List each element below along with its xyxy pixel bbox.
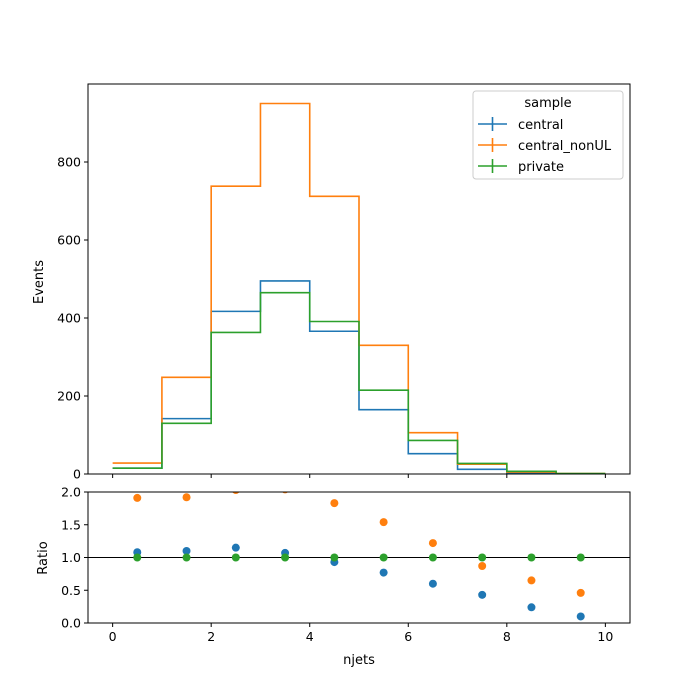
ratio-point-private	[576, 553, 585, 562]
ratio-point-private	[133, 553, 142, 562]
main-y-tick-label: 400	[57, 311, 81, 326]
main-plot-frame	[87, 83, 631, 475]
ratio-point-central-nonul	[330, 499, 339, 508]
ratio-point-central	[527, 603, 536, 612]
ratio-point-central	[576, 612, 585, 621]
ratio-y-tick-label: 0.0	[61, 616, 81, 631]
ratio-point-central-nonul	[527, 576, 536, 585]
x-tick-label: 10	[597, 629, 613, 644]
ratio-y-axis: 0.0 0.5 1.0 1.5 2.0	[61, 485, 88, 631]
legend-label-central: central	[518, 118, 563, 133]
ratio-point-private	[231, 553, 240, 562]
main-y-axis-label: Events	[32, 260, 47, 304]
ratio-series	[133, 492, 585, 621]
ratio-point-central-nonul	[232, 492, 240, 495]
main-y-tick-label: 200	[57, 389, 81, 404]
legend-label-central-nonul: central_nonUL	[518, 139, 612, 154]
histogram-private	[112, 291, 606, 474]
ratio-y-axis-label: Ratio	[36, 541, 51, 574]
ratio-point-central-nonul	[182, 493, 191, 502]
ratio-point-central	[231, 543, 240, 552]
main-y-tick-label: 0	[73, 467, 81, 482]
x-tick-label: 6	[404, 629, 412, 644]
legend-title: sample	[524, 96, 571, 111]
ratio-point-private	[379, 553, 388, 562]
main-series	[112, 102, 606, 474]
ratio-point-private	[182, 553, 191, 562]
x-tick-label: 2	[207, 629, 215, 644]
ratio-point-private	[527, 553, 536, 562]
ratio-y-tick-label: 2.0	[61, 485, 81, 500]
ratio-point-central-nonul	[478, 562, 487, 571]
ratio-y-tick-label: 1.5	[61, 517, 81, 532]
ratio-point-private	[330, 553, 339, 562]
ratio-point-central	[379, 568, 388, 577]
ratio-point-central-nonul	[133, 493, 142, 502]
ratio-point-private	[428, 553, 437, 562]
main-y-tick-label: 600	[57, 233, 81, 248]
ratio-y-tick-label: 1.0	[61, 550, 81, 565]
ratio-point-central	[182, 546, 191, 555]
ratio-point-central	[478, 590, 487, 599]
x-tick-label: 4	[306, 629, 314, 644]
main-y-tick-label: 800	[57, 155, 81, 170]
x-axis-label: njets	[343, 653, 375, 668]
main-x-axis	[112, 474, 606, 478]
ratio-point-central-nonul	[428, 539, 437, 548]
ratio-point-central-nonul	[379, 518, 388, 527]
ratio-panel: 0.0 0.5 1.0 1.5 2.0 0 2 4 6 8 10 Ratio njets	[36, 485, 631, 668]
ratio-point-private	[281, 553, 290, 562]
ratio-point-central	[428, 579, 437, 588]
legend-label-private: private	[518, 160, 564, 175]
legend-frame	[472, 90, 624, 180]
x-tick-label: 0	[109, 629, 117, 644]
x-tick-label: 8	[503, 629, 511, 644]
main-y-axis: 0 200 400 600 800	[57, 155, 88, 482]
ratio-point-central-nonul	[576, 588, 585, 597]
ratio-x-axis: 0 2 4 6 8 10	[109, 623, 613, 644]
ratio-point-private	[478, 553, 487, 562]
ratio-y-tick-label: 0.5	[61, 583, 81, 598]
